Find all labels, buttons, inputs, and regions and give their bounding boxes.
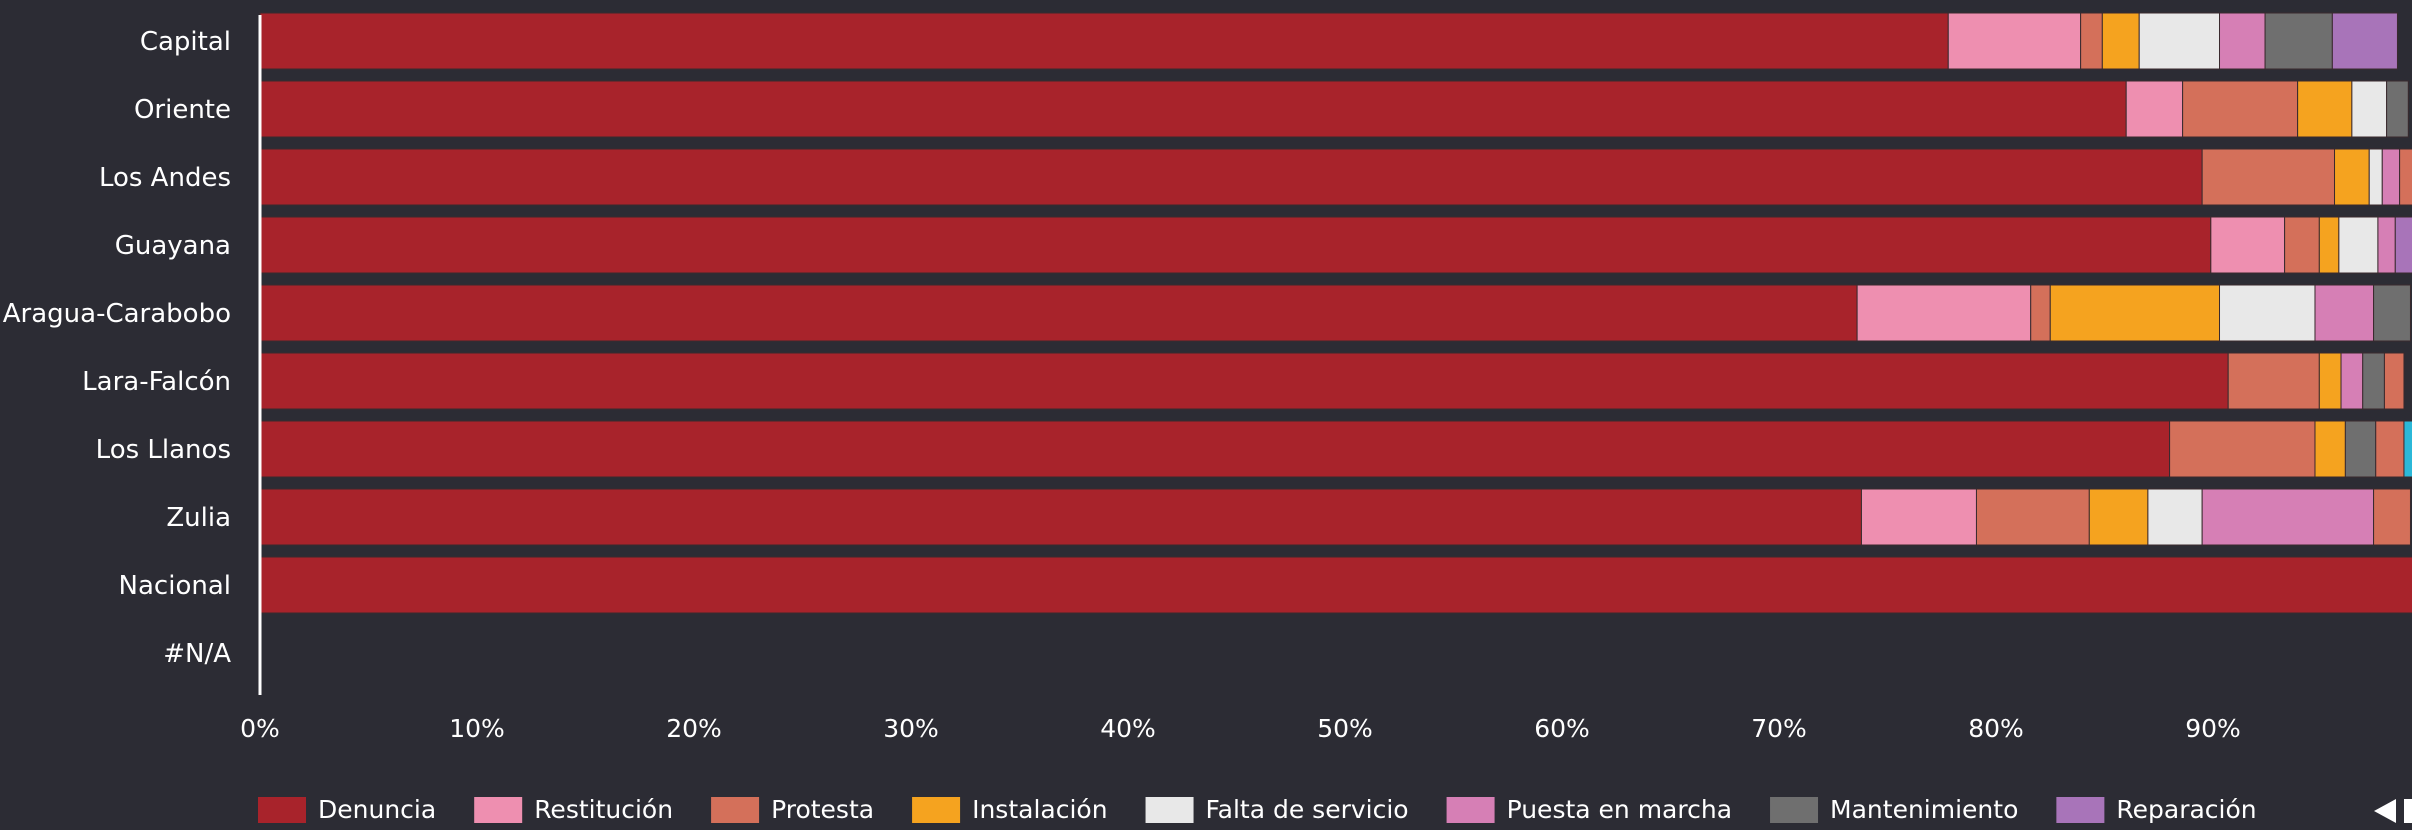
bar-segment-capital-protesta	[2080, 12, 2103, 70]
bar-segment-zulia-protesta	[1975, 488, 2090, 546]
bar-segment-los-andes-falta-de-servicio	[2368, 148, 2383, 206]
bar-segment-oriente-mantenimiento	[2386, 80, 2409, 138]
bar-segment-lara-falcon-puesta-en-marcha	[2340, 352, 2364, 410]
bar-segment-lara-falcon-mantenimiento	[2362, 352, 2385, 410]
bar-segment-guayana-puesta-en-marcha	[2377, 216, 2396, 274]
category-label-oriente: Oriente	[134, 95, 231, 125]
legend-label-mantenimiento: Mantenimiento	[1830, 795, 2018, 824]
legend-swatch-instalacion	[912, 797, 961, 823]
bar-segment-capital-denuncia	[259, 12, 1949, 70]
bar-segment-aragua-carabobo-restitucion	[1856, 284, 2032, 342]
bar-segment-capital-falta-de-servicio	[2138, 12, 2221, 70]
legend-swatch-falta-de-servicio	[1145, 797, 1194, 823]
legend-label-instalacion: Instalación	[972, 795, 1107, 824]
category-label-los-andes: Los Andes	[99, 163, 231, 193]
legend-swatch-denuncia	[258, 797, 306, 823]
category-label-capital: Capital	[140, 27, 231, 57]
legend-swatch-mantenimiento	[1770, 797, 1819, 823]
bar-segment-nacional-denuncia	[259, 556, 2412, 614]
bar-segment-los-llanos-mantenimiento	[2344, 420, 2377, 478]
bar-segment-guayana-denuncia	[259, 216, 2212, 274]
bar-segment-capital-restitucion	[1947, 12, 2082, 70]
legend-label-denuncia: Denuncia	[318, 795, 436, 824]
x-tick-label: 30%	[883, 714, 939, 743]
bar-segment-los-andes-denuncia	[259, 148, 2203, 206]
bar-segment-zulia-series-8	[2373, 488, 2411, 546]
bar-segment-capital-reparacion	[2331, 12, 2398, 70]
bar-segment-zulia-falta-de-servicio	[2147, 488, 2203, 546]
legend-label-reparacion: Reparación	[2116, 795, 2256, 824]
bar-segment-los-llanos-series-9	[2403, 420, 2412, 478]
bar-segment-guayana-protesta	[2284, 216, 2320, 274]
legend-label-falta-de-servicio: Falta de servicio	[1206, 795, 1409, 824]
category-label-nacional: Nacional	[119, 571, 231, 601]
x-tick-label: 60%	[1534, 714, 1590, 743]
bar-segment-capital-mantenimiento	[2264, 12, 2333, 70]
bar-segment-aragua-carabobo-instalacion	[2049, 284, 2221, 342]
bar-segment-lara-falcon-instalacion	[2318, 352, 2342, 410]
bar-segment-oriente-protesta	[2182, 80, 2299, 138]
bar-segment-oriente-falta-de-servicio	[2351, 80, 2388, 138]
bar-segment-los-andes-protesta	[2201, 148, 2336, 206]
bar-segment-guayana-reparacion	[2394, 216, 2412, 274]
bar-segment-oriente-denuncia	[259, 80, 2127, 138]
x-tick-label: 10%	[449, 714, 505, 743]
bar-segment-los-andes-puesta-en-marcha	[2381, 148, 2401, 206]
bar-segment-oriente-restitucion	[2125, 80, 2184, 138]
legend-swatch-restitucion	[474, 797, 523, 823]
legend-swatch-protesta	[711, 797, 760, 823]
category-label-los-llanos: Los Llanos	[96, 435, 231, 465]
bar-segment-los-llanos-series-8	[2375, 420, 2405, 478]
bar-segment-los-andes-series-8	[2399, 148, 2412, 206]
left-triangle-icon[interactable]	[2374, 799, 2396, 823]
bar-segment-guayana-falta-de-servicio	[2338, 216, 2379, 274]
bar-segment-lara-falcon-protesta	[2227, 352, 2320, 410]
x-tick-label: 0%	[240, 714, 280, 743]
category-label-zulia: Zulia	[166, 503, 231, 533]
x-tick-label: 50%	[1317, 714, 1373, 743]
category-label-aragua-carabobo: Aragua-Carabobo	[3, 299, 231, 329]
x-tick-label: 40%	[1100, 714, 1156, 743]
bar-segment-aragua-carabobo-denuncia	[259, 284, 1858, 342]
bar-segment-zulia-puesta-en-marcha	[2201, 488, 2375, 546]
bar-segment-aragua-carabobo-protesta	[2030, 284, 2051, 342]
bar-segment-guayana-instalacion	[2318, 216, 2340, 274]
legend-swatch-puesta-en-marcha	[1446, 797, 1495, 823]
bar-segment-zulia-instalacion	[2088, 488, 2149, 546]
category-label-guayana: Guayana	[115, 231, 231, 261]
legend-label-puesta-en-marcha: Puesta en marcha	[1507, 795, 1732, 824]
bar-segment-capital-instalacion	[2101, 12, 2140, 70]
bar-segment-aragua-carabobo-mantenimiento	[2373, 284, 2411, 342]
bar-segment-capital-puesta-en-marcha	[2219, 12, 2266, 70]
legend-swatch-reparacion	[2056, 797, 2105, 823]
bar-segment-los-llanos-instalacion	[2314, 420, 2346, 478]
bar-segment-lara-falcon-denuncia	[259, 352, 2229, 410]
x-tick-label: 70%	[1751, 714, 1807, 743]
bar-segment-zulia-restitucion	[1860, 488, 1977, 546]
bar-segment-lara-falcon-series-8	[2383, 352, 2405, 410]
bar-segment-los-andes-instalacion	[2334, 148, 2370, 206]
bar-segment-aragua-carabobo-falta-de-servicio	[2219, 284, 2316, 342]
legend-label-restitucion: Restitución	[534, 795, 673, 824]
legend-pager-bar	[2404, 799, 2412, 823]
bar-segment-aragua-carabobo-puesta-en-marcha	[2314, 284, 2375, 342]
bar-segment-oriente-instalacion	[2297, 80, 2353, 138]
bar-segment-zulia-denuncia	[259, 488, 1862, 546]
category-label-n-a: #N/A	[163, 639, 231, 669]
x-tick-label: 80%	[1968, 714, 2024, 743]
bar-segment-los-llanos-protesta	[2169, 420, 2316, 478]
x-tick-label: 20%	[666, 714, 722, 743]
bar-segment-los-llanos-denuncia	[259, 420, 2171, 478]
x-tick-label: 90%	[2185, 714, 2241, 743]
category-label-lara-falcon: Lara-Falcón	[82, 367, 231, 397]
bar-segment-guayana-restitucion	[2210, 216, 2286, 274]
legend-label-protesta: Protesta	[771, 795, 874, 824]
